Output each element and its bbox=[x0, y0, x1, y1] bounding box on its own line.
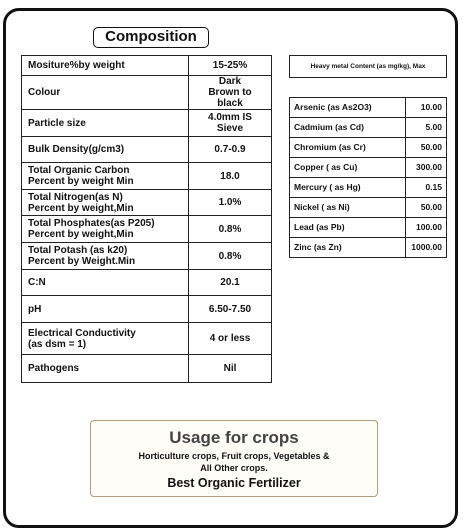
value: 0.8% bbox=[188, 215, 272, 243]
metal-row: Mercury ( as Hg) 0.15 bbox=[289, 177, 447, 198]
value: 6.50-7.50 bbox=[188, 295, 272, 323]
value: 0.8% bbox=[188, 242, 272, 270]
metal: Mercury ( as Hg) bbox=[289, 177, 406, 198]
composition-row: pH 6.50-7.50 bbox=[21, 295, 272, 323]
value: Nil bbox=[188, 354, 272, 383]
metal-row: Nickel ( as Ni) 50.00 bbox=[289, 197, 447, 218]
metal: Nickel ( as Ni) bbox=[289, 197, 406, 218]
limit: 50.00 bbox=[405, 137, 447, 158]
composition-row: Bulk Density(g/cm3) 0.7-0.9 bbox=[21, 136, 272, 163]
usage-tagline: Best Organic Fertilizer bbox=[167, 476, 301, 490]
metal: Lead (as Pb) bbox=[289, 217, 406, 238]
composition-row: Total Phosphates(as P205) Percent by wei… bbox=[21, 215, 272, 243]
composition-row: Particle size 4.0mm IS Sieve bbox=[21, 109, 272, 137]
metal: Zinc (as Zn) bbox=[289, 237, 406, 258]
parameter: C:N bbox=[21, 269, 189, 296]
value: 0.7-0.9 bbox=[188, 136, 272, 163]
header-row: Heavy metal Content (as mg/kg), Max bbox=[289, 55, 447, 78]
metal: Copper ( as Cu) bbox=[289, 157, 406, 178]
limit: 0.15 bbox=[405, 177, 447, 198]
parameter: Total Nitrogen(as N) Percent by weight,M… bbox=[21, 189, 189, 216]
metal-row: Arsenic (as As2O3) 10.00 bbox=[289, 97, 447, 118]
spacer bbox=[290, 78, 447, 98]
metal-row: Copper ( as Cu) 300.00 bbox=[289, 157, 447, 178]
parameter: Bulk Density(g/cm3) bbox=[21, 136, 189, 163]
value: 4 or less bbox=[188, 322, 272, 355]
limit: 5.00 bbox=[405, 117, 447, 138]
metal: Arsenic (as As2O3) bbox=[289, 97, 406, 118]
spacer-cell bbox=[290, 78, 447, 98]
value: 1.0% bbox=[188, 189, 272, 216]
value: 20.1 bbox=[188, 269, 272, 296]
parameter: Total Phosphates(as P205) Percent by wei… bbox=[21, 215, 189, 243]
table-header: Heavy metal Content (as mg/kg), Max bbox=[289, 55, 447, 78]
metal-row: Chromium (as Cr) 50.00 bbox=[289, 137, 447, 158]
limit: 300.00 bbox=[405, 157, 447, 178]
parameter: pH bbox=[21, 295, 189, 323]
metal-row: Cadmium (as Cd) 5.00 bbox=[289, 117, 447, 138]
composition-title: Composition bbox=[93, 27, 209, 48]
usage-crops: Horticulture crops, Fruit crops, Vegetab… bbox=[138, 451, 330, 473]
limit: 10.00 bbox=[405, 97, 447, 118]
composition-row: Pathogens Nil bbox=[21, 354, 272, 383]
composition-row: Colour Dark Brown to black bbox=[21, 75, 272, 110]
parameter: Colour bbox=[21, 75, 189, 110]
composition-row: C:N 20.1 bbox=[21, 269, 272, 296]
value: Dark Brown to black bbox=[188, 75, 272, 110]
limit: 1000.00 bbox=[405, 237, 447, 258]
metal: Chromium (as Cr) bbox=[289, 137, 406, 158]
parameter: Electrical Conductivity (as dsm = 1) bbox=[21, 322, 189, 355]
composition-table: Mositure%by weight 15-25% Colour Dark Brown… bbox=[21, 55, 272, 383]
limit: 50.00 bbox=[405, 197, 447, 218]
value: 18.0 bbox=[188, 162, 272, 190]
composition-row: Total Potash (as k20) Percent by Weight.… bbox=[21, 242, 272, 270]
heavy-metal-table: Heavy metal Content (as mg/kg), Max Arsen… bbox=[289, 55, 447, 258]
value: 15-25% bbox=[188, 55, 272, 76]
parameter: Particle size bbox=[21, 109, 189, 137]
metal-row: Lead (as Pb) 100.00 bbox=[289, 217, 447, 238]
page: {"composition": {"title": "Composition",… bbox=[3, 8, 458, 528]
usage-title: Usage for crops bbox=[169, 428, 299, 447]
parameter: Total Organic Carbon Percent by weight M… bbox=[21, 162, 189, 190]
composition-row: Mositure%by weight 15-25% bbox=[21, 55, 272, 76]
composition-row: Electrical Conductivity (as dsm = 1) 4 or… bbox=[21, 322, 272, 355]
metal: Cadmium (as Cd) bbox=[289, 117, 406, 138]
usage-box: Usage for crops Horticulture crops, Frui… bbox=[90, 420, 378, 497]
composition-row: Total Organic Carbon Percent by weight M… bbox=[21, 162, 272, 190]
metal-row: Zinc (as Zn) 1000.00 bbox=[289, 237, 447, 258]
limit: 100.00 bbox=[405, 217, 447, 238]
composition-row: Total Nitrogen(as N) Percent by weight,M… bbox=[21, 189, 272, 216]
parameter: Total Potash (as k20) Percent by Weight.… bbox=[21, 242, 189, 270]
parameter: Mositure%by weight bbox=[21, 55, 189, 76]
parameter: Pathogens bbox=[21, 354, 189, 383]
value: 4.0mm IS Sieve bbox=[188, 109, 272, 137]
